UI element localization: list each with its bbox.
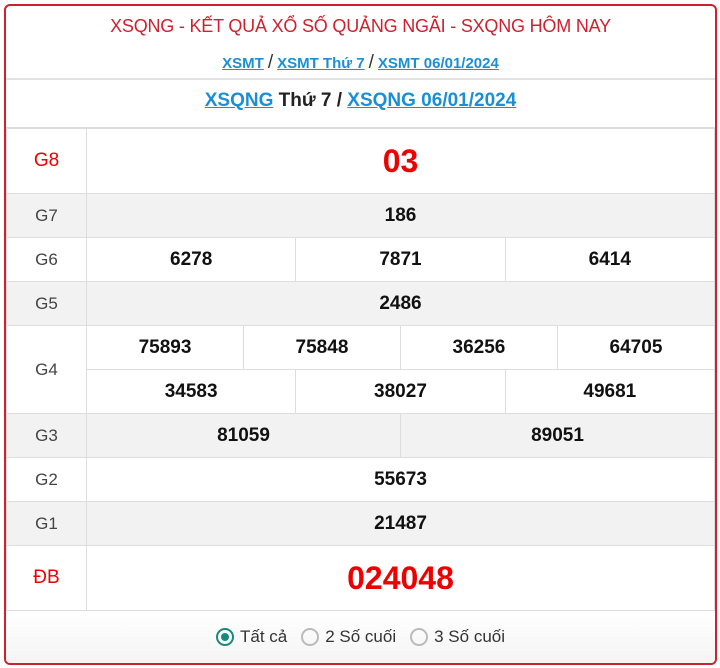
separator: / (368, 52, 374, 73)
prize-row-g2: G2 55673 (6, 457, 715, 502)
prize-number: 38027 (295, 369, 506, 414)
radio-unchecked-icon[interactable] (410, 628, 429, 646)
prize-label: G7 (6, 193, 87, 238)
prize-row-g7: G7 186 (6, 193, 715, 238)
prize-number: 34583 (85, 369, 297, 414)
prize-label: G6 (6, 237, 87, 282)
breadcrumb: XSMT / XSMT Thứ 7/XSMT 06/01/2024 (6, 48, 715, 80)
prize-label: G3 (6, 413, 87, 458)
prize-row-g8: G8 03 (6, 128, 715, 194)
prize-label: G4 (6, 325, 87, 414)
prize-row-g1: G1 21487 (6, 501, 715, 546)
prize-number: 21487 (86, 501, 715, 546)
digit-filter: Tất cả 2 Số cuối 3 Số cuối (6, 611, 715, 663)
filter-last-2[interactable]: 2 Số cuối (301, 627, 396, 647)
prize-number: 024048 (86, 545, 715, 611)
prize-number: 36256 (399, 325, 558, 370)
filter-label: Tất cả (239, 627, 288, 646)
breadcrumb-xsmt-weekday[interactable]: XSMT Thứ 7 (277, 55, 365, 72)
prize-label: G1 (6, 501, 87, 546)
prize-number: 64705 (556, 325, 715, 370)
prize-label: ĐB (6, 545, 87, 611)
xsqng-link[interactable]: XSQNG (204, 90, 274, 111)
prize-number: 75893 (86, 325, 244, 370)
prize-number: 2486 (86, 281, 715, 326)
results-subtitle: XSQNG Thứ 7 / XSQNG 06/01/2024 (6, 80, 715, 128)
prize-number: 6414 (504, 237, 715, 282)
prize-row-g5: G5 2486 (6, 281, 715, 326)
prize-number: 89051 (399, 413, 715, 458)
prize-row-special: ĐB 024048 (6, 545, 715, 611)
subtitle-text: Thứ 7 / (273, 90, 348, 111)
prize-row-g4: G4 75893 75848 36256 64705 (6, 325, 715, 414)
prize-label: G8 (6, 128, 87, 194)
prize-number: 49681 (504, 369, 715, 414)
filter-all[interactable]: Tất cả (215, 627, 288, 647)
filter-last-3[interactable]: 3 Số cuối (410, 627, 505, 647)
prize-label: G2 (6, 457, 87, 502)
prize-row-g6: G6 6278 7871 6414 (6, 237, 715, 282)
radio-checked-icon[interactable] (215, 628, 234, 646)
results-panel: XSQNG - KẾT QUẢ XỔ SỐ QUẢNG NGÃI - SXQNG… (4, 4, 717, 665)
prize-number: 81059 (86, 413, 401, 458)
xsqng-date-link[interactable]: XSQNG 06/01/2024 (347, 90, 517, 111)
prize-row-g3: G3 81059 89051 (6, 413, 715, 458)
page-title: XSQNG - KẾT QUẢ XỔ SỐ QUẢNG NGÃI - SXQNG… (110, 16, 611, 36)
prize-number: 6278 (85, 237, 297, 282)
filter-label: 3 Số cuối (434, 627, 506, 646)
prize-label: G5 (6, 281, 87, 326)
prize-number: 55673 (86, 457, 715, 502)
radio-unchecked-icon[interactable] (301, 628, 320, 646)
prize-number: 03 (86, 128, 715, 194)
prize-row-g4-b: 34583 38027 49681 (7, 369, 715, 414)
separator: / (267, 52, 274, 73)
prize-number: 186 (86, 193, 715, 238)
results-table: G8 03 G7 186 G6 6278 7871 6414 G5 2486 G4 75893… (6, 128, 715, 611)
prize-number: 75848 (242, 325, 401, 370)
breadcrumb-xsmt-date[interactable]: XSMT 06/01/2024 (377, 55, 499, 72)
filter-label: 2 Số cuối (325, 627, 397, 646)
prize-number: 7871 (295, 237, 506, 282)
breadcrumb-xsmt[interactable]: XSMT (222, 55, 264, 72)
